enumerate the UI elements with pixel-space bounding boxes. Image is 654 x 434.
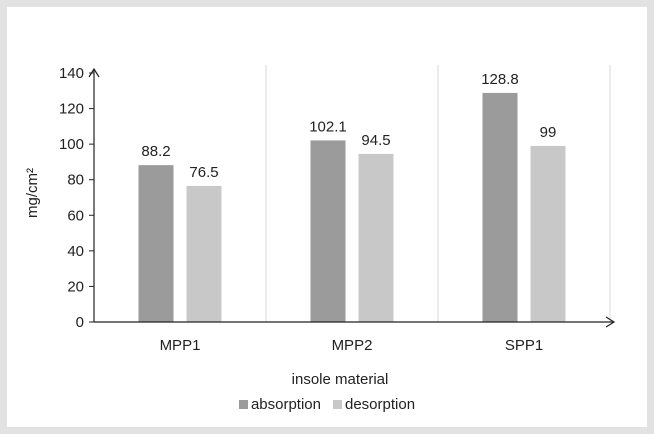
y-tick-label: 20 [67,278,84,295]
data-label: 102.1 [309,118,347,135]
y-tick-label: 0 [76,314,84,331]
bar-absorption-MPP1 [138,165,174,322]
y-tick-label: 60 [67,207,84,224]
axes [88,67,616,328]
x-axis-arrow [605,316,616,328]
labels: 88.2 76.5 MPP1 102.1 94.5 MPP2 128.8 99 SPP1 0 20 4… [59,65,556,354]
data-label: 76.5 [189,164,218,181]
data-label: 94.5 [361,132,390,149]
legend-swatch [333,400,342,409]
legend-label: absorption [250,396,321,413]
legend-item-desorption: desorption [333,396,415,413]
bar-absorption-MPP2 [310,140,346,322]
legend: absorption desorption [0,396,654,413]
x-tick-label: MPP2 [332,337,373,354]
legend-swatch [238,400,248,409]
y-tick-label: 40 [67,243,84,260]
legend-item-absorption: absorption [238,396,321,413]
legend-label: desorption [345,396,416,413]
y-axis-title: mg/cm² [24,168,41,218]
bar-desorption-MPP1 [186,185,222,322]
bars [138,92,566,322]
x-tick-label: MPP1 [160,337,201,354]
bar-desorption-MPP2 [358,153,394,322]
y-tick-label: 100 [59,136,84,153]
bar-absorption-SPP1 [482,92,518,322]
y-tick-label: 140 [59,65,84,82]
bar-desorption-SPP1 [530,145,566,322]
grid-lines [265,65,611,322]
y-axis-arrow [88,67,100,78]
data-label: 128.8 [481,71,519,88]
data-label: 99 [540,124,557,141]
y-tick-label: 80 [67,172,84,189]
y-tick-label: 120 [59,101,84,118]
x-axis-title: insole material [292,371,389,388]
x-tick-label: SPP1 [505,337,543,354]
data-label: 88.2 [141,143,170,160]
